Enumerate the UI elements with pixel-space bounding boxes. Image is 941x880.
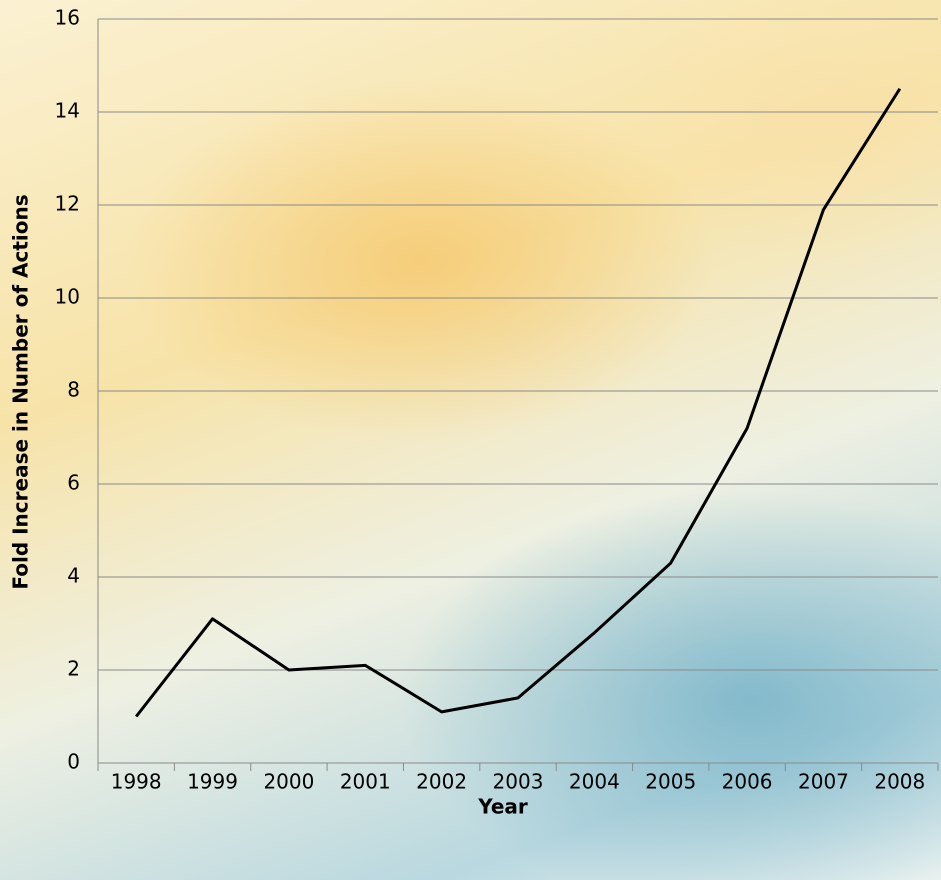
y-tick-label: 8 bbox=[67, 378, 80, 402]
y-tick-label: 4 bbox=[67, 564, 80, 588]
x-tick-label: 2005 bbox=[645, 770, 696, 794]
y-tick-label: 10 bbox=[55, 285, 80, 309]
y-tick-label: 12 bbox=[55, 192, 80, 216]
x-tick-label: 2008 bbox=[874, 770, 925, 794]
y-tick-label: 2 bbox=[67, 657, 80, 681]
x-tick-label: 2002 bbox=[416, 770, 467, 794]
y-tick-label: 16 bbox=[55, 6, 80, 30]
x-tick-label: 2003 bbox=[493, 770, 544, 794]
y-tick-label: 0 bbox=[67, 750, 80, 774]
x-tick-label: 2007 bbox=[798, 770, 849, 794]
y-tick-label: 14 bbox=[55, 99, 80, 123]
x-tick-label: 1999 bbox=[187, 770, 238, 794]
x-tick-label: 2006 bbox=[722, 770, 773, 794]
x-tick-label: 1998 bbox=[111, 770, 162, 794]
y-axis-title: Fold Increase in Number of Actions bbox=[9, 194, 33, 589]
x-axis-title: Year bbox=[477, 795, 528, 819]
x-tick-label: 2001 bbox=[340, 770, 391, 794]
x-tick-label: 2000 bbox=[263, 770, 314, 794]
x-tick-label: 2004 bbox=[569, 770, 620, 794]
data-line bbox=[135, 87, 902, 718]
y-tick-label: 6 bbox=[67, 471, 80, 495]
